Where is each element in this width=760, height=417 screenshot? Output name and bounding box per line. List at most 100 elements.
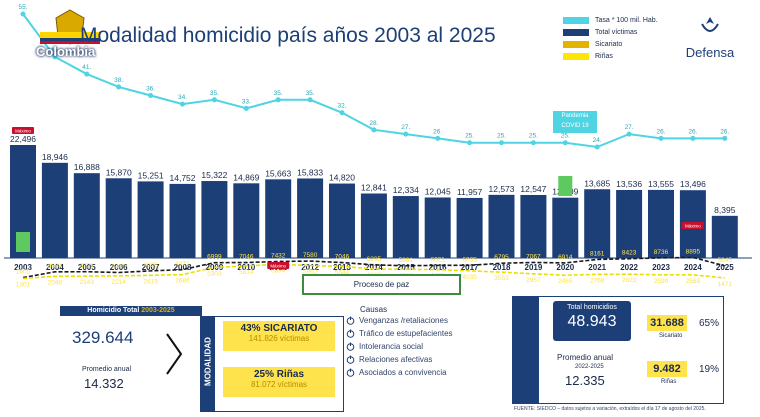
bar-value-label: 12,334 [393, 185, 419, 195]
context-sicariato-value: 31.688 [647, 315, 687, 331]
rinas-value-label: 5303 [207, 270, 222, 277]
sicariato-value-label: 6914 [558, 254, 573, 261]
x-tick-label: 2024 [684, 263, 702, 272]
covid-annotation: Pandemia COVID 19 [553, 111, 597, 133]
annual-average-label: Promedio anual [82, 366, 132, 373]
sicariato-line [22, 256, 726, 279]
rinas-value-label: 4035 [462, 274, 477, 281]
legend-swatch [563, 28, 589, 36]
x-tick-label: 2014 [365, 263, 383, 272]
x-tick-label: 2005 [78, 263, 96, 272]
legend-label: Riñas [595, 52, 613, 60]
x-tick-label: 2008 [174, 263, 192, 272]
sicariato-value-label: 1605 [16, 269, 31, 276]
bar-total [169, 183, 196, 258]
tasa-point [52, 54, 58, 60]
legend-item: Tasa * 100 mil. Hab. [563, 14, 658, 26]
context-rinas-percent: 19% [699, 364, 720, 375]
legend-label: Sicariato [595, 40, 623, 48]
context-sicariato-label: Sicariato [659, 333, 683, 339]
rinas-value-label: 2214 [111, 279, 126, 286]
defensa-emblem-icon [701, 17, 719, 32]
tasa-point [562, 140, 568, 146]
rinas-percent: 25% Riñas [253, 369, 305, 380]
rinas-value-label: 2768 [590, 277, 605, 284]
rinas-value-label: 2588 [686, 278, 701, 285]
tasa-point [148, 93, 154, 99]
rinas-value-label: 2419 [143, 278, 158, 285]
bar-total [648, 189, 674, 258]
highlight-tag [267, 262, 290, 269]
legend-swatch [563, 40, 589, 48]
green-marker [16, 232, 30, 252]
context-total-label: Total homicidios [567, 304, 617, 311]
tasa-point [690, 135, 696, 141]
rinas-value-label: 3553 [494, 275, 509, 282]
sicariato-value-label: 7580 [303, 252, 318, 259]
chart-legend: Tasa * 100 mil. Hab. Total víctimas Sica… [563, 14, 658, 62]
peace-process-annotation: Proceso de paz [302, 274, 461, 295]
legend-item: Riñas [563, 50, 658, 62]
sicariato-value-label: 8423 [622, 250, 637, 257]
sicariato-value-label: 8736 [654, 249, 669, 256]
tasa-point [20, 11, 26, 17]
tasa-value-label: 26. [433, 128, 442, 135]
x-tick-label: 2018 [493, 263, 511, 272]
x-tick-label: 2003 [14, 263, 32, 272]
tasa-value-label: 24. [593, 137, 602, 144]
bar-total [584, 189, 611, 258]
bar-total [552, 197, 579, 258]
bar-value-label: 15,251 [138, 170, 164, 180]
bar-value-label: 12,841 [361, 182, 387, 192]
x-tick-label: 2015 [397, 263, 415, 272]
sicariato-card: 43% SICARIATO 141.826 víctimas [223, 321, 335, 351]
defensa-name: Defensa [685, 45, 735, 60]
cause-item: Intolerancia social [346, 340, 494, 353]
bar-total [456, 197, 483, 258]
tasa-value-label: 55. [18, 4, 27, 11]
highlight-tag [12, 127, 34, 134]
context-rinas-value: 9.482 [647, 361, 687, 377]
highlight-tag-label: Máximo [270, 264, 286, 269]
homicide-chart: 22,496 2003 18,946 2004 16,888 2005 15,870 2006… [4, 4, 752, 288]
total-homicides-value: 329.644 [72, 328, 134, 347]
bar-total [616, 190, 643, 258]
sicariato-value-label: 7432 [271, 252, 286, 259]
bar-value-label: 15,870 [106, 167, 132, 177]
legend-swatch [563, 52, 589, 60]
bar-value-label: 15,663 [265, 168, 291, 178]
context-rinas-label: Riñas [661, 379, 677, 385]
context-avg-value: 12.335 [565, 373, 605, 388]
sicariato-percent: 43% SICARIATO [240, 323, 318, 334]
modalidad-label: MODALIDAD [203, 337, 213, 386]
tasa-value-label: 32. [337, 103, 346, 110]
sicariato-value-label: 6021 [430, 256, 445, 263]
highlight-tag-label: Máximo [685, 224, 701, 229]
annual-average-value: 14.332 [84, 376, 124, 391]
sicariato-value-label: 5845 [718, 257, 733, 264]
tasa-value-label: 38. [114, 77, 123, 84]
total-homicides-panel: Homicidio Total 2003-2025 329.644 Promed… [60, 306, 202, 412]
legend-item: Sicariato [563, 38, 658, 50]
tasa-point [243, 105, 249, 111]
highlight-tag-label: Máximo [15, 129, 31, 134]
rinas-value-label: 2686 [175, 278, 190, 285]
tasa-point [530, 140, 536, 146]
bar-value-label: 15,322 [201, 170, 227, 180]
context-total-value: 48.943 [567, 313, 617, 330]
cause-item: Asociados a convivencia [346, 366, 494, 379]
tasa-point [116, 84, 122, 90]
sicariato-value-label: 3684 [48, 263, 63, 270]
bar-value-label: 13,496 [680, 179, 706, 189]
tasa-value-label: 25. [561, 133, 570, 140]
bar-total [73, 173, 100, 258]
tasa-point [211, 97, 217, 103]
tasa-point [371, 127, 377, 133]
tasa-value-label: 41. [82, 64, 91, 71]
x-tick-label: 2020 [556, 263, 574, 272]
sicariato-value-label: 8895 [686, 248, 701, 255]
bar-total [329, 183, 355, 258]
tasa-point [403, 131, 409, 137]
sicariato-value-label: 4025 [143, 262, 158, 269]
tasa-point [722, 135, 728, 141]
